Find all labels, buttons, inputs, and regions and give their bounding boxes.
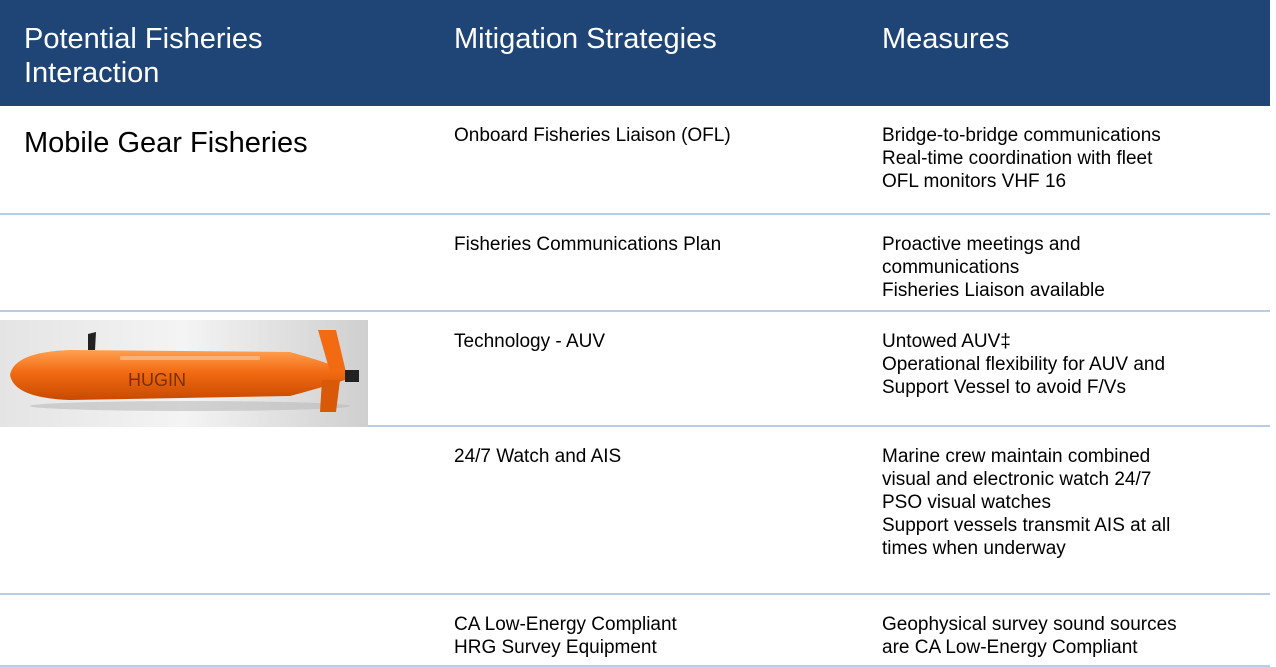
strategy-cell: Fisheries Communications Plan — [454, 233, 721, 256]
strategy-cell: Onboard Fisheries Liaison (OFL) — [454, 124, 731, 147]
measure-line: Real-time coordination with fleet — [882, 147, 1161, 170]
strategy-line: Onboard Fisheries Liaison (OFL) — [454, 124, 731, 147]
measure-line: Bridge-to-bridge communications — [882, 124, 1161, 147]
strategy-line: HRG Survey Equipment — [454, 636, 677, 659]
measure-line: communications — [882, 256, 1105, 279]
measures-cell: Untowed AUV‡Operational flexibility for … — [882, 330, 1165, 399]
strategy-line: 24/7 Watch and AIS — [454, 445, 621, 468]
measure-line: Proactive meetings and — [882, 233, 1105, 256]
strategy-cell: Technology - AUV — [454, 330, 605, 353]
measure-line: times when underway — [882, 537, 1170, 560]
measure-line: Support vessels transmit AIS at all — [882, 514, 1170, 537]
strategy-line: CA Low-Energy Compliant — [454, 613, 677, 636]
header-cell: Potential Fisheries Interaction — [24, 22, 384, 90]
table-row: Mobile Gear Fisheries Onboard Fisheries L… — [0, 106, 1270, 215]
header-cell: Mitigation Strategies — [454, 22, 717, 56]
measure-line: Operational flexibility for AUV and — [882, 353, 1165, 376]
header-cell: Measures — [882, 22, 1009, 56]
measure-line: are CA Low-Energy Compliant — [882, 636, 1177, 659]
page: {"header": ["Potential Fisheries Interac… — [0, 0, 1276, 665]
measure-line: Untowed AUV‡ — [882, 330, 1165, 353]
measure-line: PSO visual watches — [882, 491, 1170, 514]
auv-image: HUGIN — [0, 320, 368, 427]
measure-line: Support Vessel to avoid F/Vs — [882, 376, 1165, 399]
table-row: 24/7 Watch and AIS Marine crew maintain c… — [0, 427, 1270, 595]
table-header: Potential Fisheries Interaction Mitigati… — [0, 0, 1270, 106]
strategy-line: Technology - AUV — [454, 330, 605, 353]
fishery-cell: Mobile Gear Fisheries — [24, 126, 308, 160]
measure-line: Geophysical survey sound sources — [882, 613, 1177, 636]
measure-line: Marine crew maintain combined — [882, 445, 1170, 468]
measure-line: visual and electronic watch 24/7 — [882, 468, 1170, 491]
strategy-line: Fisheries Communications Plan — [454, 233, 721, 256]
strategy-cell: 24/7 Watch and AIS — [454, 445, 621, 468]
table-row: Fisheries Communications Plan Proactive m… — [0, 215, 1270, 312]
auv-label: HUGIN — [128, 370, 186, 390]
measure-line: OFL monitors VHF 16 — [882, 170, 1161, 193]
measure-line: Fisheries Liaison available — [882, 279, 1105, 302]
